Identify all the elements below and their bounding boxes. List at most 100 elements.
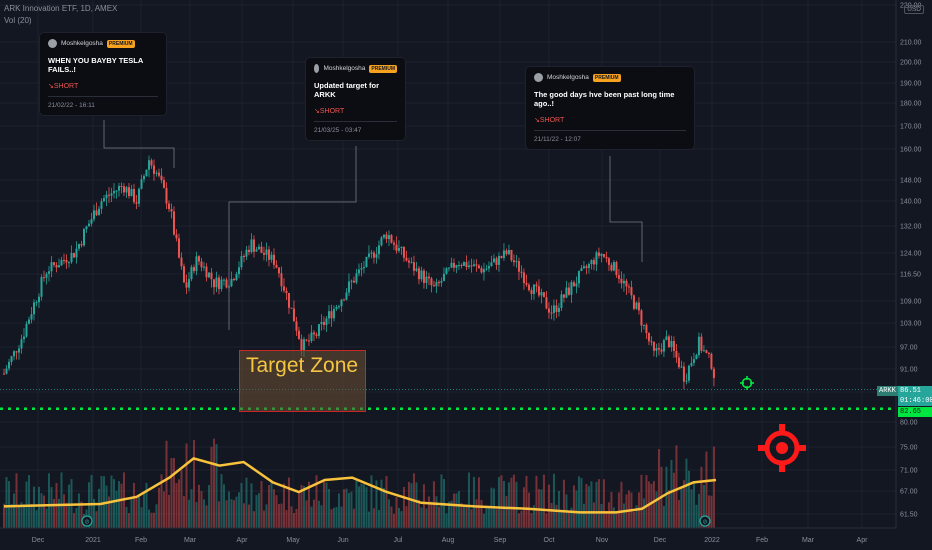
candle-body (587, 263, 590, 269)
volume-bar (642, 498, 645, 528)
candle-body (192, 267, 195, 272)
volume-bar (57, 498, 60, 528)
candle-body (187, 279, 190, 288)
premium-badge: PREMIUM (592, 73, 621, 82)
price-tick-label: 210.00 (900, 40, 922, 47)
candle-body (70, 253, 73, 263)
note-timestamp: 21/02/22 - 16:11 (48, 102, 95, 109)
candle-body (217, 277, 220, 289)
volume-bar (580, 478, 583, 528)
candle-body (395, 244, 398, 251)
candle-body (350, 280, 353, 282)
candle-body (72, 253, 75, 258)
candle-body (630, 287, 633, 296)
time-tick-label: Nov (596, 537, 609, 544)
candle-body (240, 255, 243, 268)
volume-bar (545, 513, 548, 528)
candle-body (247, 249, 250, 253)
target-zone-box[interactable]: Target Zone (239, 350, 366, 412)
volume-bar (322, 479, 325, 528)
candle-body (170, 209, 173, 212)
candle-body (235, 273, 238, 281)
candle-body (92, 210, 95, 220)
leader-line (228, 146, 357, 330)
candle-body (175, 234, 178, 239)
candle-body (595, 252, 598, 265)
idea-note[interactable]: Moshkelgosha PREMIUM WHEN YOU BAYBY TESLA… (40, 33, 166, 115)
candle-body (512, 260, 515, 263)
volume-bar (582, 503, 585, 528)
candle-body (122, 186, 125, 193)
candle-body (527, 284, 530, 291)
candle-body (185, 282, 188, 288)
avatar (314, 64, 320, 73)
candle-body (342, 299, 345, 301)
volume-bar (532, 505, 535, 528)
candle-body (517, 261, 520, 272)
idea-note[interactable]: Moshkelgosha PREMIUM The good days hve be… (526, 67, 694, 149)
volume-bar (477, 477, 480, 528)
volume-bar (247, 504, 250, 528)
volume-bar (450, 500, 453, 528)
volume-bar (257, 493, 260, 528)
candle-body (537, 286, 540, 296)
volume-bar (197, 484, 200, 528)
candle-body (427, 276, 430, 279)
volume-bar (405, 506, 408, 528)
candle-body (207, 272, 210, 278)
volume-bar (677, 500, 680, 528)
price-tick-label: 160.00 (900, 147, 922, 154)
candle-body (387, 235, 390, 239)
time-tick-label: Jul (394, 537, 403, 544)
volume-bar (282, 483, 285, 528)
volume-bar (390, 506, 393, 528)
volume-bar (275, 495, 278, 528)
volume-bar (260, 480, 263, 528)
candle-body (137, 188, 140, 204)
volume-bar (185, 443, 188, 528)
volume-bar (227, 491, 230, 528)
volume-bar (242, 503, 245, 528)
candle-body (180, 257, 183, 267)
price-tick-label: 61.50 (900, 512, 918, 519)
volume-bar (420, 507, 423, 528)
candle-body (610, 264, 613, 271)
candle-body (560, 294, 563, 308)
candle-body (287, 292, 290, 308)
price-axis: 220.00 210.00 200.00 190.00 180.00 170.00 160.… (895, 0, 922, 528)
volume-bar (587, 486, 590, 528)
volume-bar (160, 474, 163, 528)
candle-body (337, 306, 340, 308)
volume-bar (222, 484, 225, 528)
time-tick-label: Sep (494, 537, 507, 544)
candle-body (490, 262, 493, 267)
volume-bar (592, 502, 595, 528)
candle-body (367, 253, 370, 257)
candle-body (232, 279, 235, 281)
volume-bar (3, 503, 5, 528)
candle-body (272, 254, 275, 265)
volume-bar (570, 507, 573, 528)
volume-bar (350, 491, 353, 528)
candle-body (607, 258, 610, 265)
volume-bar (527, 492, 530, 528)
volume-bar (617, 492, 620, 528)
candle-body (672, 341, 675, 351)
note-message: WHEN YOU BAYBY TESLA FAILS..! (48, 56, 144, 74)
candle-body (47, 271, 50, 274)
note-direction: ↘SHORT (48, 83, 79, 90)
volume-bar (62, 494, 65, 528)
candle-body (502, 250, 505, 258)
candle-body (545, 297, 548, 309)
volume-bar (610, 492, 613, 528)
idea-note[interactable]: Moshkelgosha PREMIUM Updated target for A… (306, 58, 405, 140)
volume-bar (507, 482, 510, 528)
candle-body (445, 268, 448, 274)
candle-body (147, 160, 150, 170)
volume-bar (212, 438, 215, 528)
candle-body (552, 305, 555, 314)
note-timestamp: 21/03/25 - 03:47 (314, 127, 362, 134)
candle-body (657, 347, 660, 350)
time-tick-label: Apr (237, 537, 249, 544)
